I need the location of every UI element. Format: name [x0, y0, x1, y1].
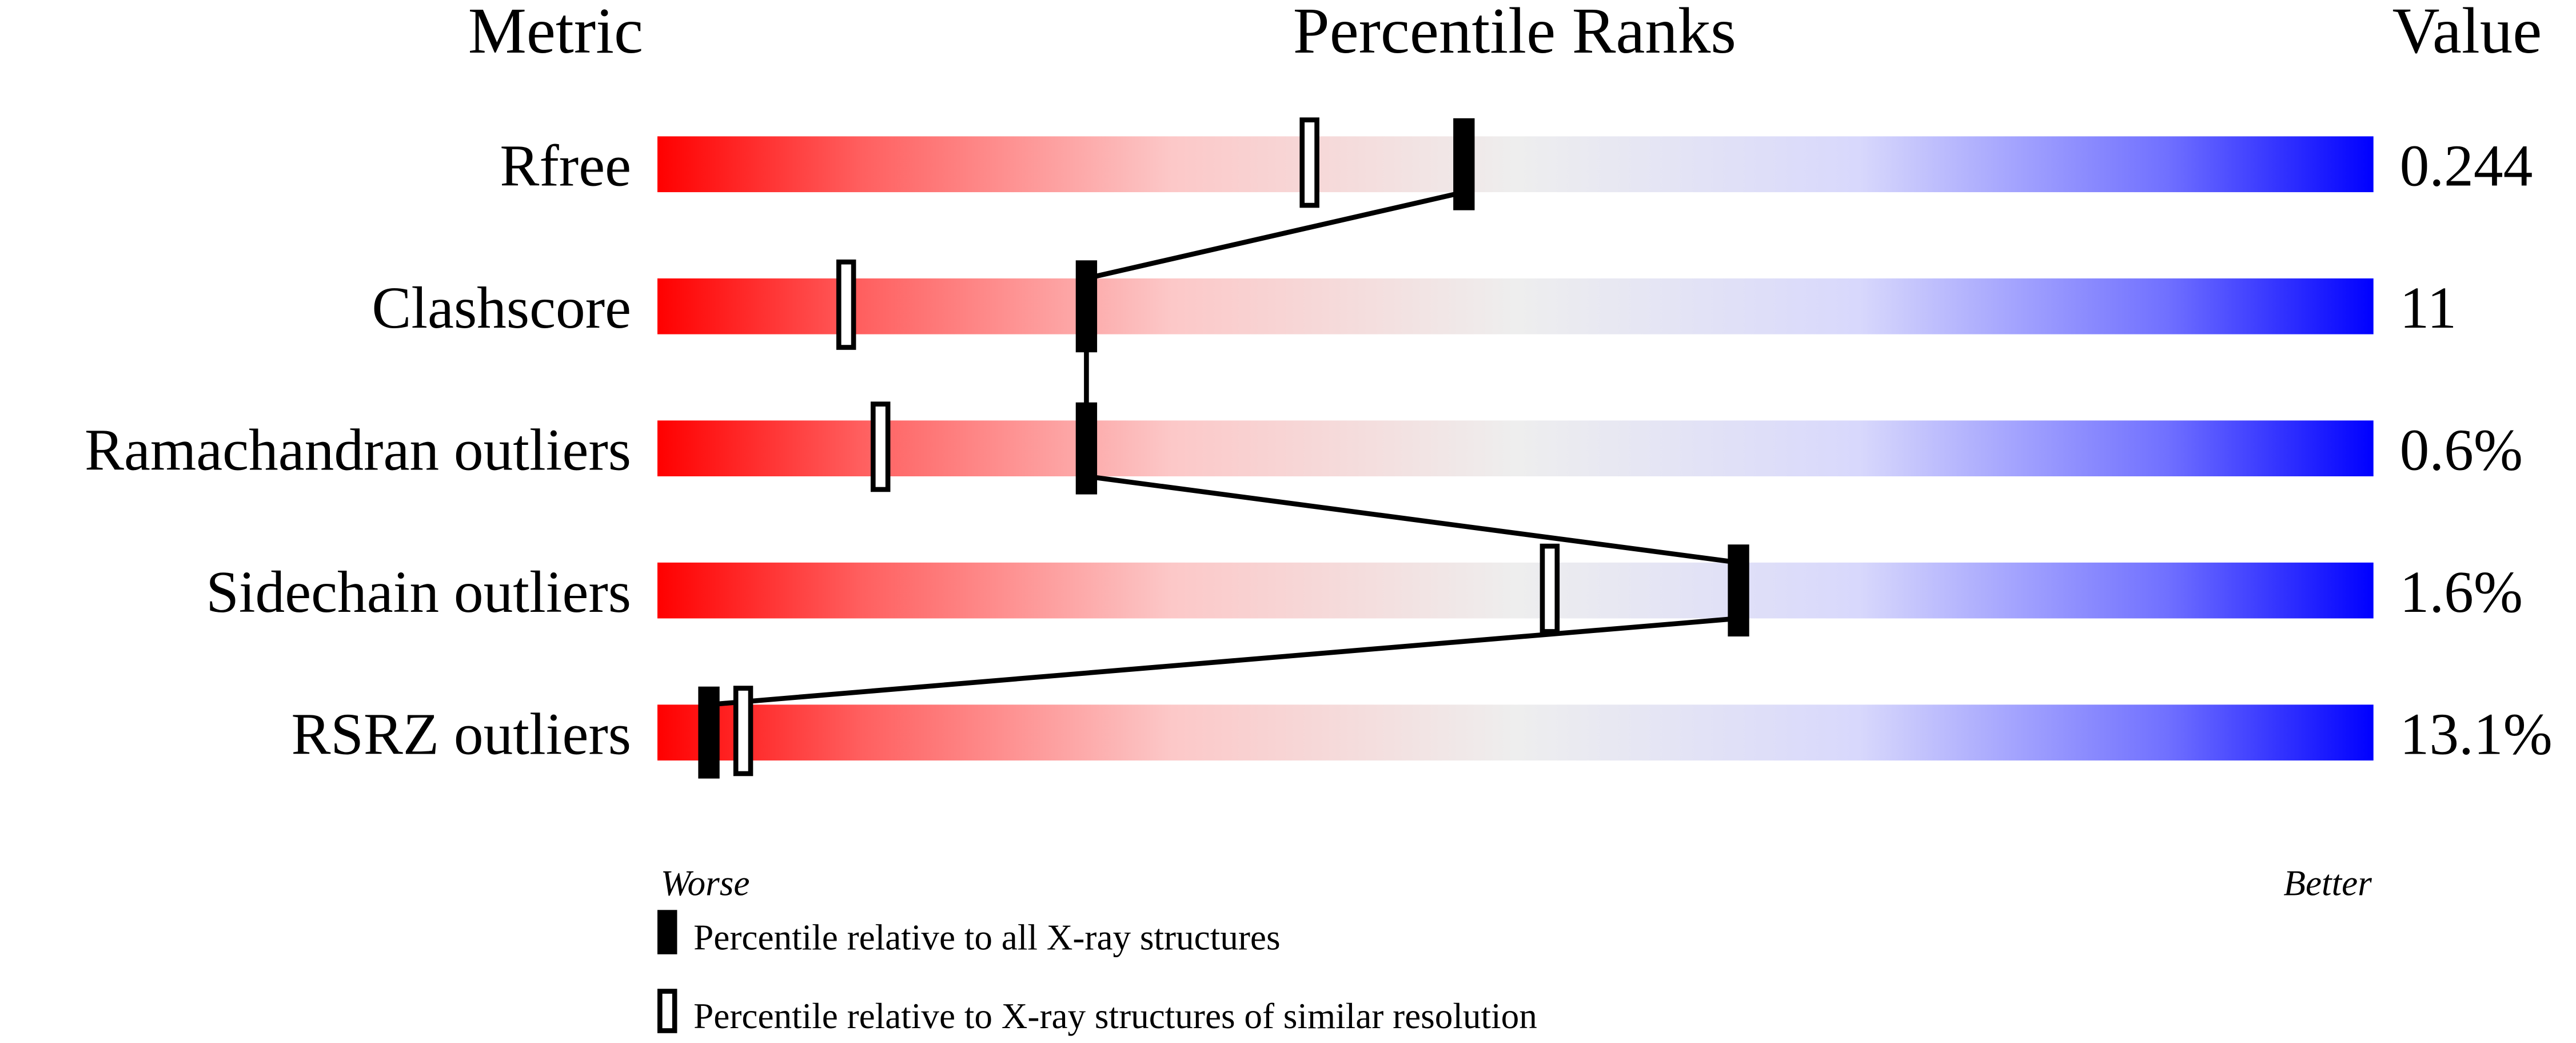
percentile-bar — [657, 420, 2374, 477]
metric-label: RSRZ outliers — [291, 702, 631, 767]
connector-line — [1086, 189, 1465, 281]
connector-line — [1086, 473, 1739, 566]
metric-label: Rfree — [500, 134, 631, 199]
metric-value: 13.1% — [2400, 702, 2553, 767]
marker-all-structures — [698, 686, 720, 779]
legend-similar: Percentile relative to X-ray structures … — [693, 996, 1537, 1036]
marker-all-structures — [1453, 118, 1475, 210]
percentile-bar — [657, 136, 2374, 193]
percentile-bar — [657, 562, 2374, 619]
marker-all-structures — [1075, 402, 1098, 495]
metric-value: 0.6% — [2400, 418, 2523, 483]
percentile-bar — [657, 278, 2374, 335]
marker-similar-resolution — [1299, 117, 1319, 208]
legend-all: Percentile relative to all X-ray structu… — [693, 917, 1280, 957]
metric-value: 0.244 — [2400, 134, 2533, 199]
marker-all-structures — [1728, 544, 1749, 637]
marker-similar-resolution — [870, 401, 891, 492]
metric-value: 11 — [2400, 276, 2457, 341]
metric-label: Clashscore — [372, 276, 631, 341]
percentile-bar — [657, 704, 2374, 761]
header-percentile-ranks: Percentile Ranks — [1293, 0, 1736, 67]
metric-label: Sidechain outliers — [206, 560, 631, 625]
axis-label-worse: Worse — [661, 863, 750, 903]
header-value: Value — [2392, 0, 2542, 67]
legend-filled-marker-icon — [657, 910, 677, 954]
axis-label-better: Better — [2283, 863, 2372, 903]
metric-label: Ramachandran outliers — [85, 418, 631, 483]
legend-hollow-marker-icon — [657, 989, 677, 1033]
connector-line — [708, 616, 1739, 707]
header-metric: Metric — [468, 0, 643, 67]
marker-all-structures — [1075, 260, 1098, 353]
marker-similar-resolution — [836, 259, 856, 350]
marker-similar-resolution — [1540, 543, 1560, 634]
marker-similar-resolution — [733, 686, 753, 777]
metric-value: 1.6% — [2400, 560, 2523, 625]
